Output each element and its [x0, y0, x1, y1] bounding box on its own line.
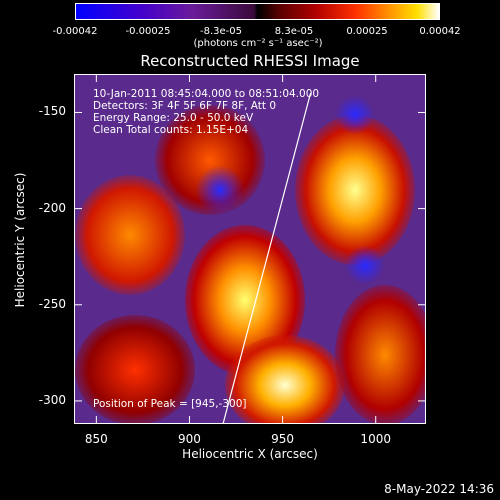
annotation-energy-range: Energy Range: 25.0 - 50.0 keV	[93, 112, 254, 124]
x-axis-label: Heliocentric X (arcsec)	[182, 447, 318, 461]
y-tick-label: -250	[38, 296, 66, 311]
colorbar	[75, 3, 440, 20]
timestamp: 8-May-2022 14:36	[384, 482, 494, 496]
solar-limb-line	[222, 93, 312, 425]
x-tick-label: 850	[84, 432, 108, 446]
annotation-time-range: 10-Jan-2011 08:45:04.000 to 08:51:04.000	[93, 88, 320, 100]
annotation-clean-counts: Clean Total counts: 1.15E+04	[93, 124, 249, 136]
heatmap-image	[74, 74, 426, 424]
colorbar-units: (photons cm⁻² s⁻¹ asec⁻²)	[193, 38, 323, 49]
x-axis-ticks	[95, 74, 377, 424]
colorbar-tick: 0.00025	[346, 26, 388, 37]
chart-title: Reconstructed RHESSI Image	[140, 52, 360, 70]
colorbar-tick: -0.00042	[52, 26, 98, 37]
y-axis-label: Heliocentric Y (arcsec)	[13, 172, 27, 308]
y-tick-label: -150	[38, 104, 66, 119]
y-tick-label: -300	[38, 392, 66, 407]
annotation-detectors: Detectors: 3F 4F 5F 6F 7F 8F, Att 0	[93, 100, 277, 112]
y-tick-label: -200	[38, 200, 66, 215]
annotation-peak-position: Position of Peak = [945,-300]	[93, 398, 247, 410]
colorbar-tick: -0.00025	[125, 26, 171, 37]
colorbar-tick: -8.3e-05	[200, 26, 242, 37]
colorbar-tick: 0.00042	[419, 26, 461, 37]
y-axis-ticks	[74, 111, 426, 402]
x-tick-label: 950	[271, 432, 295, 446]
x-tick-label: 900	[178, 432, 201, 446]
colorbar-tick: 8.3e-05	[274, 26, 314, 37]
x-tick-label: 1000	[360, 432, 391, 446]
